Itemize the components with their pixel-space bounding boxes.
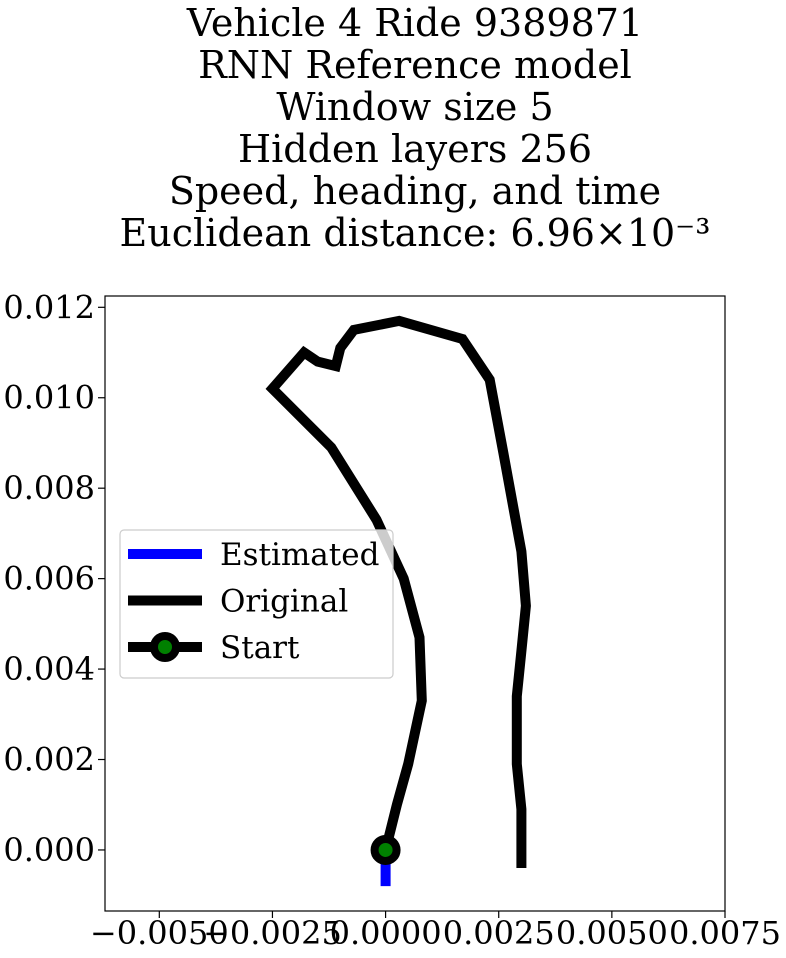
title-line: Euclidean distance: 6.96×10⁻³ [120,211,711,255]
legend-box [119,529,394,679]
start-marker [370,834,401,865]
y-tick-label: 0.002 [3,741,95,779]
legend-label: Start [220,630,300,666]
x-tick-label: 0.0075 [669,914,781,952]
legend: Estimated Original Start [119,529,394,679]
title-line: Speed, heading, and time [169,169,661,213]
legend-label: Estimated [220,537,379,573]
x-tick-label: 0.0000 [330,914,442,952]
y-tick-label: 0.000 [3,831,95,869]
title-line: Vehicle 4 Ride 9389871 [186,1,643,45]
y-tick-label: 0.010 [3,379,95,417]
x-tick-label: −0.0050 [90,914,229,952]
y-tick-label: 0.008 [3,469,95,507]
title-line: Window size 5 [276,85,553,129]
y-tick-label: 0.012 [3,288,95,326]
x-tick-label: −0.0025 [203,914,342,952]
y-tick-label: 0.006 [3,560,95,598]
title-line: Hidden layers 256 [238,127,592,171]
x-tick-label: 0.0025 [443,914,555,952]
legend-start-marker [150,632,180,662]
legend-label: Original [220,584,348,620]
y-tick-label: 0.004 [3,650,95,688]
series-original-line [265,315,531,868]
title-line: RNN Reference model [198,43,632,87]
series-layer [265,315,531,887]
x-tick-label: 0.0050 [556,914,668,952]
